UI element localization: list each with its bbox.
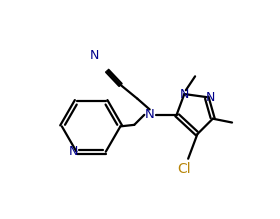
- Text: N: N: [145, 108, 155, 121]
- Text: N: N: [90, 49, 99, 62]
- Text: N: N: [180, 88, 189, 101]
- Text: N: N: [69, 145, 78, 158]
- Text: N: N: [206, 91, 215, 104]
- Text: Cl: Cl: [178, 162, 191, 177]
